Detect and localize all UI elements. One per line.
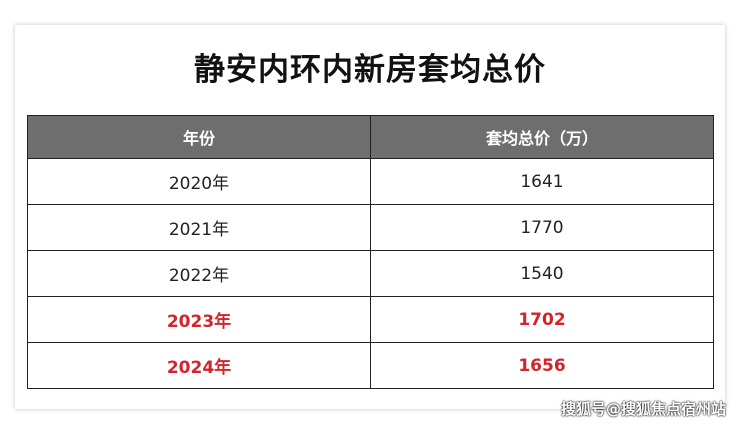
year-cell: 2020年 (27, 158, 371, 205)
year-cell: 2023年 (27, 296, 371, 343)
page-title: 静安内环内新房套均总价 (194, 52, 546, 88)
table-row: 2021年 1770 (27, 204, 714, 251)
price-cell: 1540 (370, 250, 714, 297)
price-cell: 1702 (370, 296, 714, 343)
table-row-highlighted: 2024年 1656 (27, 342, 714, 389)
table-header-row: 年份 套均总价（万） (27, 115, 714, 159)
price-table: 年份 套均总价（万） 2020年 1641 2021年 1770 2022年 1540… (27, 115, 714, 389)
price-cell: 1641 (370, 158, 714, 205)
year-cell: 2022年 (27, 250, 371, 297)
price-cell: 1770 (370, 204, 714, 251)
year-cell: 2021年 (27, 204, 371, 251)
header-year: 年份 (27, 115, 371, 159)
table-row-highlighted: 2023年 1702 (27, 296, 714, 343)
price-cell: 1656 (370, 342, 714, 389)
year-cell: 2024年 (27, 342, 371, 389)
header-price: 套均总价（万） (370, 115, 714, 159)
table-row: 2022年 1540 (27, 250, 714, 297)
watermark: 搜狐号@搜狐焦点宿州站 (560, 400, 726, 418)
table-row: 2020年 1641 (27, 158, 714, 205)
